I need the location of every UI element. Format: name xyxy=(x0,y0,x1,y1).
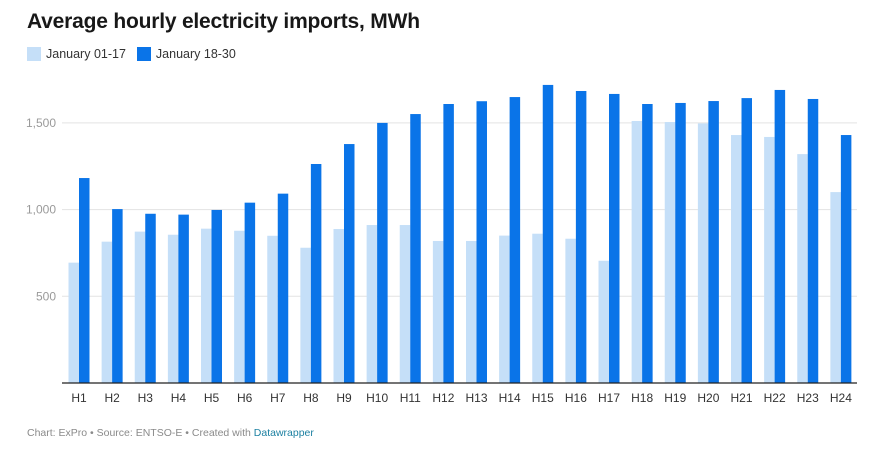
bar-january-18-30 xyxy=(344,144,355,383)
bar-january-18-30 xyxy=(609,93,620,383)
bar-january-18-30 xyxy=(310,163,322,383)
bar-january-01-17 xyxy=(267,235,278,383)
bar-january-01-17 xyxy=(499,235,510,383)
bar-january-18-30 xyxy=(79,178,90,383)
bar-january-18-30 xyxy=(443,103,454,384)
bar-january-18-30 xyxy=(410,114,421,383)
bar-january-18-30 xyxy=(244,202,256,383)
x-tick-label: H23 xyxy=(797,391,819,405)
x-tick-label: H21 xyxy=(730,391,752,405)
bar-january-18-30 xyxy=(542,84,554,383)
chart-footer: Chart: ExPro • Source: ENTSO-E • Created… xyxy=(27,427,314,439)
bar-january-18-30 xyxy=(741,98,752,384)
bar-january-01-17 xyxy=(201,228,212,383)
bar-january-01-17 xyxy=(300,247,311,383)
x-tick-label: H6 xyxy=(237,391,253,405)
bar-january-01-17 xyxy=(234,230,245,383)
legend-label: January 01-17 xyxy=(46,47,126,61)
bar-january-18-30 xyxy=(509,97,521,383)
bar-january-01-17 xyxy=(532,233,543,383)
x-tick-label: H12 xyxy=(432,391,454,405)
bar-january-18-30 xyxy=(575,90,587,384)
y-tick-label: 1,500 xyxy=(26,116,56,130)
bar-january-01-17 xyxy=(731,135,742,383)
legend-label: January 18-30 xyxy=(155,47,236,61)
x-tick-label: H1 xyxy=(71,391,87,405)
bar-january-18-30 xyxy=(774,89,786,383)
bar-january-01-17 xyxy=(333,229,344,383)
bar-january-18-30 xyxy=(112,209,123,383)
bar-january-18-30 xyxy=(211,209,222,383)
x-tick-label: H7 xyxy=(270,391,286,405)
bar-january-01-17 xyxy=(466,240,477,383)
x-tick-label: H18 xyxy=(631,391,653,405)
bar-january-01-17 xyxy=(68,262,79,383)
x-tick-label: H2 xyxy=(104,391,120,405)
x-tick-label: H13 xyxy=(465,391,487,405)
x-tick-label: H17 xyxy=(598,391,620,405)
x-tick-label: H3 xyxy=(138,391,154,405)
bar-january-18-30 xyxy=(476,101,487,383)
bar-january-18-30 xyxy=(178,214,189,383)
bar-january-18-30 xyxy=(807,98,819,384)
bar-january-01-17 xyxy=(631,120,643,383)
x-tick-label: H5 xyxy=(204,391,220,405)
bar-january-01-17 xyxy=(101,241,113,383)
bar-january-01-17 xyxy=(664,122,676,384)
bar-january-18-30 xyxy=(145,213,156,383)
x-tick-label: H10 xyxy=(366,391,388,405)
bar-january-01-17 xyxy=(598,260,609,383)
y-tick-label: 500 xyxy=(36,289,56,303)
bar-january-18-30 xyxy=(277,193,289,383)
legend-swatch-light xyxy=(27,47,41,61)
legend-swatch-dark xyxy=(136,47,151,61)
datawrapper-link[interactable]: Datawrapper xyxy=(253,427,314,439)
x-tick-label: H14 xyxy=(499,391,521,405)
legend-item-january-18-30: January 18-30 xyxy=(136,47,236,61)
legend-item-january-01-17: January 01-17 xyxy=(27,47,126,61)
bar-january-18-30 xyxy=(840,135,852,383)
bar-january-01-17 xyxy=(399,225,411,383)
bar-january-18-30 xyxy=(642,103,653,384)
x-tick-label: H22 xyxy=(764,391,786,405)
footer-source-text: Chart: ExPro • Source: ENTSO-E • Created… xyxy=(27,427,254,439)
bar-january-01-17 xyxy=(565,238,576,383)
legend: January 01-17 January 18-30 xyxy=(27,47,247,61)
y-tick-label: 1,000 xyxy=(26,203,56,217)
x-tick-label: H19 xyxy=(664,391,686,405)
x-tick-label: H24 xyxy=(830,391,852,405)
bar-january-01-17 xyxy=(797,154,808,383)
bar-january-01-17 xyxy=(697,123,709,383)
x-tick-label: H20 xyxy=(697,391,719,405)
bar-january-01-17 xyxy=(764,136,775,383)
x-tick-label: H4 xyxy=(171,391,187,405)
x-tick-label: H8 xyxy=(303,391,319,405)
bar-january-01-17 xyxy=(134,231,146,383)
bar-january-18-30 xyxy=(708,101,719,383)
bar-january-01-17 xyxy=(830,192,841,383)
bar-january-01-17 xyxy=(366,225,378,383)
bar-january-18-30 xyxy=(675,102,686,384)
chart-title: Average hourly electricity imports, MWh xyxy=(27,10,420,33)
bar-january-01-17 xyxy=(167,234,179,383)
x-tick-label: H15 xyxy=(532,391,554,405)
x-tick-label: H11 xyxy=(400,391,421,405)
bar-january-18-30 xyxy=(377,122,388,384)
bar-january-01-17 xyxy=(432,240,444,383)
x-tick-label: H16 xyxy=(565,391,587,405)
x-tick-label: H9 xyxy=(336,391,352,405)
